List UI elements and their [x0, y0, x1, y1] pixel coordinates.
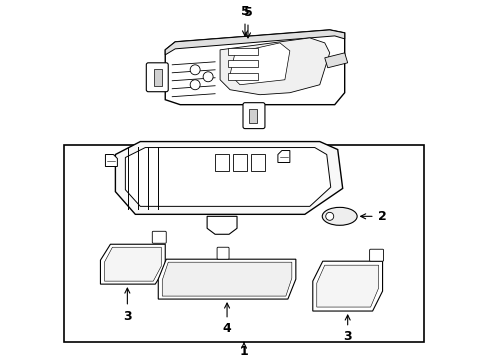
Bar [227, 48, 258, 55]
Polygon shape [220, 38, 329, 95]
Circle shape [203, 72, 213, 82]
Bar [250, 153, 264, 171]
Text: 4: 4 [222, 303, 231, 336]
Polygon shape [162, 262, 291, 296]
Text: 5: 5 [240, 5, 249, 36]
Polygon shape [158, 259, 295, 299]
Bar [215, 153, 228, 171]
Ellipse shape [322, 207, 356, 225]
Polygon shape [324, 53, 347, 68]
Circle shape [325, 212, 333, 220]
Polygon shape [229, 43, 289, 85]
Bar [63, 145, 424, 342]
Bar [248, 109, 256, 123]
FancyBboxPatch shape [217, 247, 228, 259]
Polygon shape [312, 261, 382, 311]
Circle shape [190, 65, 200, 75]
Polygon shape [277, 150, 289, 162]
Polygon shape [104, 247, 161, 281]
FancyBboxPatch shape [243, 103, 264, 129]
Text: 5: 5 [243, 6, 252, 38]
Text: 2: 2 [360, 210, 386, 223]
Polygon shape [207, 216, 237, 234]
Text: 1: 1 [239, 343, 248, 359]
Polygon shape [125, 148, 330, 206]
Text: 3: 3 [123, 288, 131, 323]
Polygon shape [316, 265, 378, 307]
Text: 3: 3 [343, 315, 351, 343]
Bar [154, 69, 162, 86]
Polygon shape [165, 30, 344, 55]
Polygon shape [100, 244, 165, 284]
Polygon shape [115, 141, 342, 214]
Circle shape [190, 80, 200, 90]
FancyBboxPatch shape [152, 231, 166, 243]
FancyBboxPatch shape [369, 249, 383, 261]
Bar [227, 60, 258, 67]
FancyBboxPatch shape [146, 63, 168, 92]
Polygon shape [165, 30, 344, 105]
Bar [233, 153, 246, 171]
Bar [227, 73, 258, 80]
Polygon shape [105, 154, 117, 166]
